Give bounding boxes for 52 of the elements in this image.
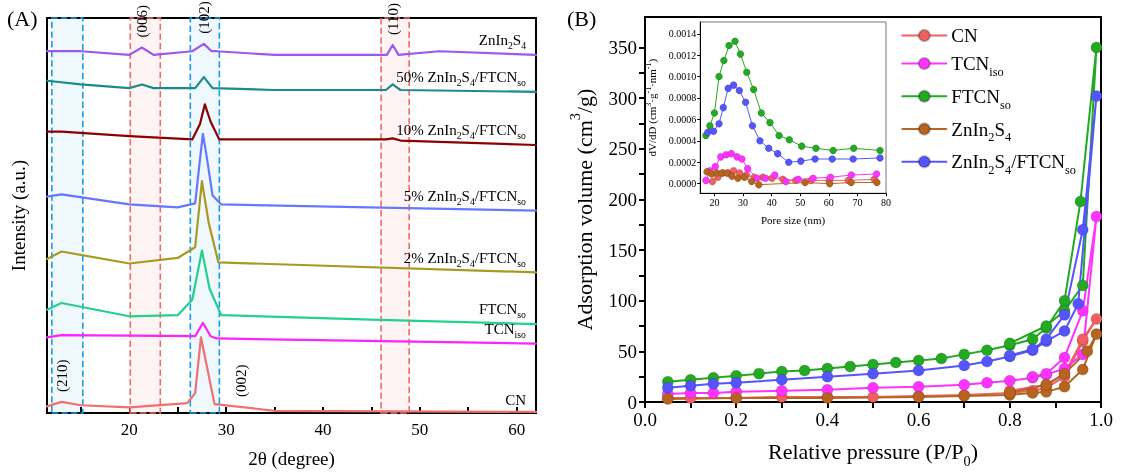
x-tick-label: 60 xyxy=(823,196,834,208)
annotation: (210) xyxy=(53,359,71,392)
series-label: FTCN$_{so}$ xyxy=(478,301,526,322)
series-label: CN xyxy=(505,392,526,409)
x-axis-title: Pore size (nm) xyxy=(761,213,826,227)
x-tick-label: 50 xyxy=(795,196,806,208)
x-tick-label: 80 xyxy=(881,196,891,208)
x-tick-label: 1.0 xyxy=(1089,409,1113,430)
x-tick-label: 0.6 xyxy=(906,409,931,430)
y-tick-label: 250 xyxy=(608,138,637,160)
y-axis-title: Adsorption volume (cm3/g) xyxy=(567,88,597,331)
x-tick-label: 30 xyxy=(217,420,235,439)
y-tick-label: 350 xyxy=(608,36,637,58)
x-tick-label: 20 xyxy=(120,420,138,439)
annotation: (002) xyxy=(232,364,250,398)
y-tick-label: 0.0010 xyxy=(668,71,697,83)
y-tick-label: 0.0012 xyxy=(668,49,697,61)
y-tick-label: 0.0002 xyxy=(668,156,697,168)
series-label: TCN$_{iso}$ xyxy=(484,320,526,341)
x-tick-label: 50 xyxy=(411,420,429,439)
x-tick-label: 0.4 xyxy=(815,409,840,430)
y-tick-label: 0.0006 xyxy=(668,113,697,125)
x-tick-label: 70 xyxy=(852,196,863,208)
series-label: 10% ZnIn$_{2}$S$_{4}$/FTCN$_{so}$ xyxy=(396,122,526,142)
y-tick-label: 100 xyxy=(608,290,637,312)
series-label: 50% ZnIn$_{2}$S$_{4}$/FTCN$_{so}$ xyxy=(396,69,526,89)
x-tick-label: 20 xyxy=(709,196,720,208)
y-tick-label: 50 xyxy=(618,340,637,362)
x-tick-label: 0.2 xyxy=(724,409,749,430)
y-tick-label: 0.0014 xyxy=(668,28,697,40)
series-label: ZnIn$_{2}$S$_{4}$ xyxy=(478,32,526,52)
x-tick-label: 40 xyxy=(314,420,332,439)
x-tick-label: 60 xyxy=(508,420,526,439)
y-tick-label: 0.0008 xyxy=(668,92,697,104)
x-tick-label: 30 xyxy=(738,196,749,208)
series-label: 2% ZnIn$_{2}$S$_{4}$/FTCN$_{so}$ xyxy=(403,249,526,270)
y-tick-label: 300 xyxy=(608,87,637,109)
y-tick-label: 200 xyxy=(608,188,637,210)
y-tick-label: 0.0004 xyxy=(668,135,697,147)
annotation: (102) xyxy=(195,1,213,34)
x-tick-label: 40 xyxy=(766,196,777,208)
chart-title: (A) xyxy=(7,5,38,31)
annotation: (110) xyxy=(384,3,402,35)
y-tick-label: 0.0000 xyxy=(668,178,697,190)
y-axis-title: Intensity (a.u.) xyxy=(8,159,31,272)
y-tick-label: 150 xyxy=(608,239,637,261)
x-axis-title: 2θ (degree) xyxy=(248,447,335,470)
chart-title: (B) xyxy=(567,5,597,31)
annotation: (006) xyxy=(133,5,151,38)
legend-label: CN xyxy=(951,25,979,46)
series-label: 5% ZnIn$_{2}$S$_{4}$/FTCN$_{so}$ xyxy=(403,187,526,208)
x-tick-label: 0.8 xyxy=(997,409,1022,430)
